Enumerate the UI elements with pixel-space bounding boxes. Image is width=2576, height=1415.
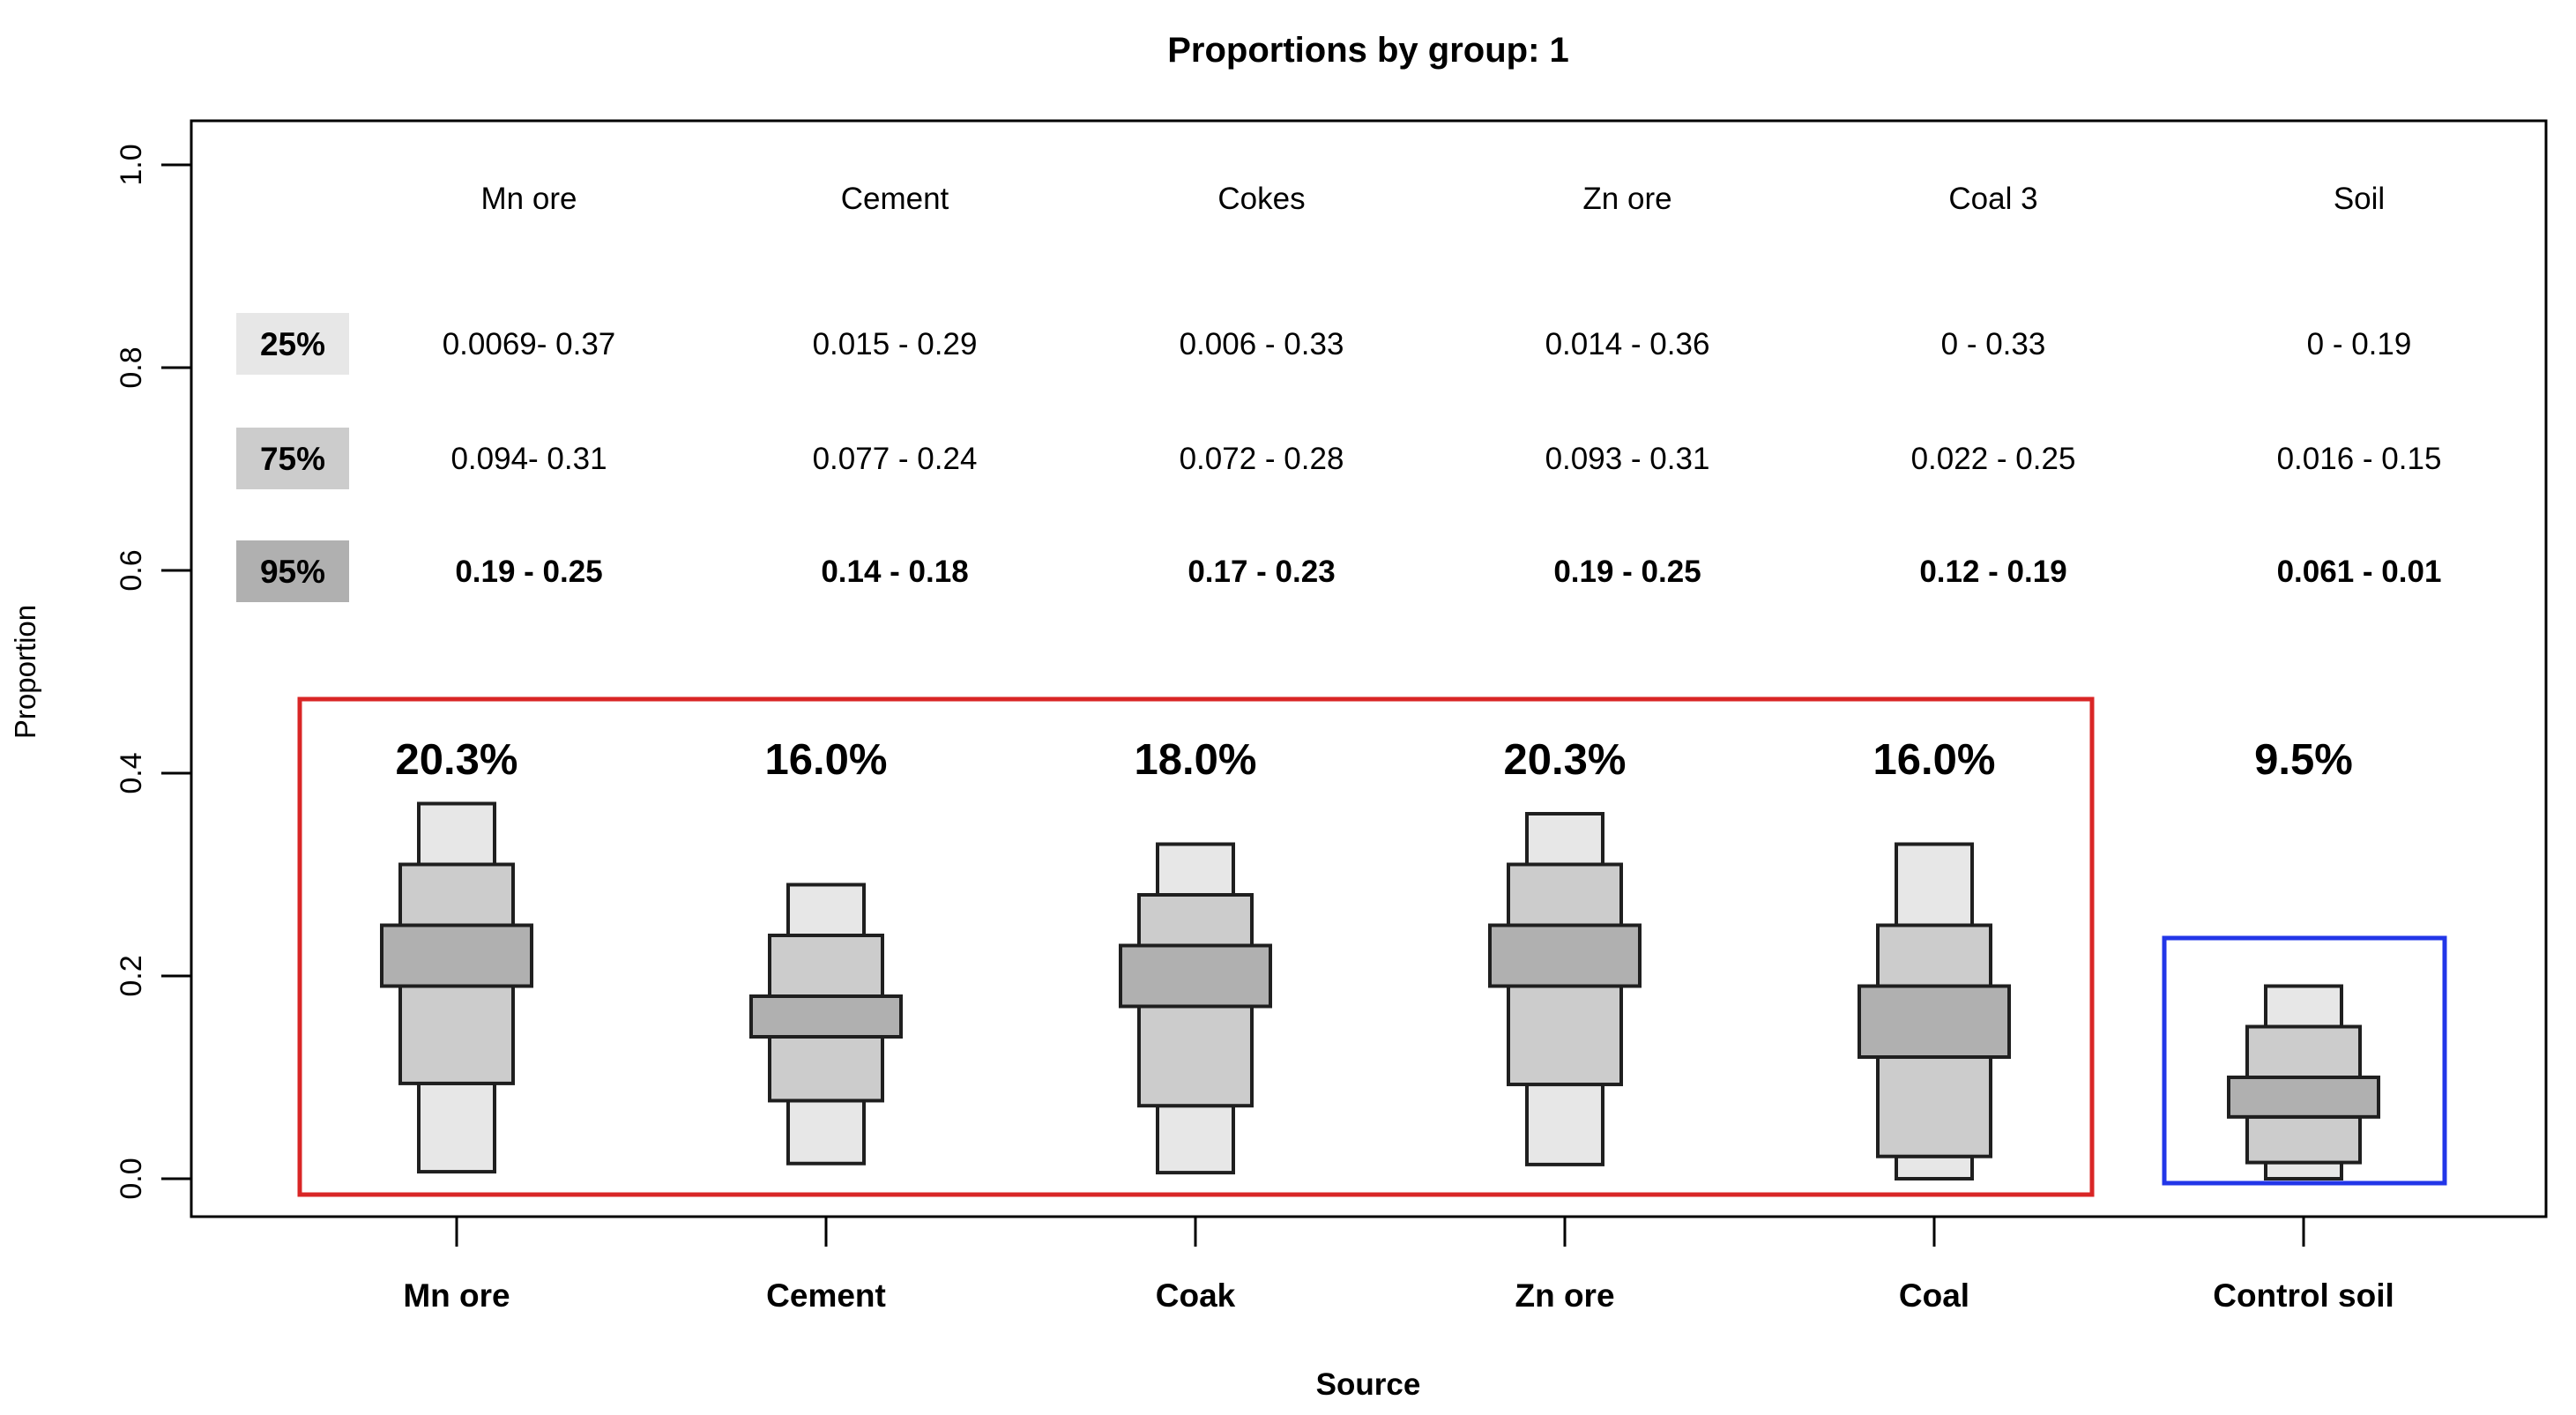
chart-title: Proportions by group: 1 — [1167, 31, 1569, 70]
interval-segment-coak-upper-25 — [1156, 842, 1235, 897]
table-column-header: Soil — [2334, 182, 2385, 216]
source-group-box — [297, 696, 2095, 1197]
table-cell-value: 0.17 - 0.23 — [1187, 555, 1335, 589]
legend-chip-label: 25% — [260, 326, 325, 362]
y-axis-title: Proportion — [9, 605, 41, 739]
plot-generated-content: 1.0 0.8 0.6 0.4 0.2 0.0 Mn ore Cement Coak Zn ore… — [115, 119, 2548, 1314]
interval-segment-cement-lower-75 — [768, 1035, 884, 1103]
percent-label-zn-ore: 20.3% — [1504, 736, 1627, 784]
interval-segment-cement-central-95 — [749, 994, 903, 1039]
percent-label-control-soil: 9.5% — [2254, 736, 2353, 784]
x-tick-label: Zn ore — [1515, 1277, 1614, 1314]
y-tick-label: 1.0 — [115, 144, 148, 185]
table-column-header: Cokes — [1217, 182, 1305, 216]
x-tick-label: Mn ore — [403, 1277, 510, 1314]
legend-chip-25 — [236, 313, 349, 375]
interval-segment-mn-ore-central-95 — [380, 923, 533, 988]
table-cell-value: 0.022 - 0.25 — [1911, 442, 2076, 476]
interval-segment-zn-ore-upper-25 — [1525, 812, 1604, 867]
legend-chip-95 — [236, 540, 349, 602]
interval-segment-zn-ore-central-95 — [1488, 923, 1642, 988]
interval-segment-coak-lower-25 — [1156, 1104, 1235, 1175]
percent-label-cement: 16.0% — [765, 736, 888, 784]
percent-label-mn-ore: 20.3% — [396, 736, 518, 784]
interval-segment-coal-upper-75 — [1876, 923, 1992, 988]
table-cell-value: 0.015 - 0.29 — [813, 327, 978, 361]
table-cell-value: 0.093 - 0.31 — [1545, 442, 1710, 476]
interval-segment-cement-upper-75 — [768, 934, 884, 998]
table-cell-value: 0.12 - 0.19 — [1919, 555, 2066, 589]
table-cell-value: 0.094- 0.31 — [450, 442, 607, 476]
y-tick-label: 0.6 — [115, 549, 148, 591]
interval-segment-zn-ore-upper-75 — [1507, 862, 1623, 927]
interval-segment-cement-lower-25 — [786, 1098, 866, 1166]
x-tick-label: Control soil — [2213, 1277, 2394, 1314]
x-tick-label: Coak — [1156, 1277, 1236, 1314]
interval-segment-mn-ore-upper-25 — [417, 801, 496, 867]
y-tick-label: 0.2 — [115, 955, 148, 996]
control-group-box — [2162, 935, 2447, 1186]
table-column-header: Zn ore — [1582, 182, 1671, 216]
table-cell-value: 0.19 - 0.25 — [1553, 555, 1701, 589]
table-column-header: Coal 3 — [1948, 182, 2037, 216]
y-tick-label: 0.8 — [115, 346, 148, 388]
interval-segment-mn-ore-lower-25 — [417, 1081, 496, 1174]
percent-label-coak: 18.0% — [1135, 736, 1257, 784]
interval-segment-control-soil-upper-75 — [2245, 1024, 2362, 1079]
table-cell-value: 0.061 - 0.01 — [2277, 555, 2442, 589]
interval-segment-coak-upper-75 — [1137, 893, 1254, 948]
legend-chip-75 — [236, 428, 349, 489]
table-cell-value: 0.19 - 0.25 — [455, 555, 602, 589]
legend-chip-label: 75% — [260, 441, 325, 477]
interval-segment-mn-ore-upper-75 — [398, 862, 515, 927]
interval-segment-zn-ore-lower-25 — [1525, 1083, 1604, 1166]
table-cell-value: 0 - 0.19 — [2307, 327, 2412, 361]
interval-segment-coak-lower-75 — [1137, 1004, 1254, 1108]
table-cell-value: 0.016 - 0.15 — [2277, 442, 2442, 476]
table-cell-value: 0.014 - 0.36 — [1545, 327, 1710, 361]
legend-chip-label: 95% — [260, 554, 325, 590]
interval-segment-mn-ore-lower-75 — [398, 984, 515, 1085]
interval-segment-cement-upper-25 — [786, 883, 866, 937]
table-column-header: Mn ore — [481, 182, 577, 216]
interval-segment-coak-central-95 — [1119, 943, 1272, 1009]
interval-segment-control-soil-central-95 — [2227, 1076, 2380, 1119]
interval-segment-control-soil-lower-75 — [2245, 1114, 2362, 1165]
interval-segment-coal-central-95 — [1858, 984, 2011, 1059]
table-cell-value: 0.006 - 0.33 — [1180, 327, 1344, 361]
x-tick-label: Coal — [1899, 1277, 1969, 1314]
table-column-header: Cement — [841, 182, 949, 216]
interval-segment-coal-lower-75 — [1876, 1055, 1992, 1158]
table-cell-value: 0.077 - 0.24 — [813, 442, 978, 476]
interval-segment-coal-upper-25 — [1895, 842, 1974, 927]
interval-segment-control-soil-upper-25 — [2264, 984, 2343, 1029]
y-tick-label: 0.0 — [115, 1158, 148, 1199]
table-cell-value: 0.0069- 0.37 — [443, 327, 616, 361]
x-axis-title: Source — [1316, 1367, 1421, 1402]
interval-segment-zn-ore-lower-75 — [1507, 984, 1623, 1087]
plot-frame — [190, 119, 2548, 1218]
x-tick-label: Cement — [766, 1277, 886, 1314]
y-tick-label: 0.4 — [115, 752, 148, 793]
interval-segment-control-soil-lower-25 — [2264, 1160, 2343, 1180]
table-cell-value: 0 - 0.33 — [1941, 327, 2046, 361]
interval-segment-coal-lower-25 — [1895, 1154, 1974, 1180]
table-cell-value: 0.072 - 0.28 — [1180, 442, 1344, 476]
percent-label-coal: 16.0% — [1873, 736, 1996, 784]
table-cell-value: 0.14 - 0.18 — [821, 555, 968, 589]
